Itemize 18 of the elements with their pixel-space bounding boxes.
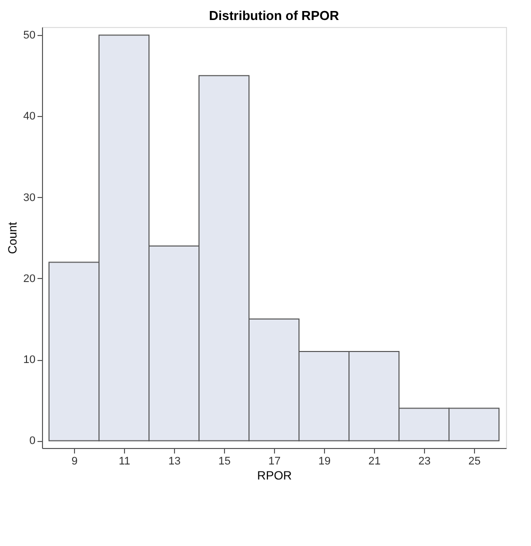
- x-tick-label: 23: [418, 456, 431, 468]
- y-tick-label: 30: [23, 192, 36, 204]
- x-tick-label: 19: [318, 456, 331, 468]
- x-tick-label: 21: [368, 456, 381, 468]
- chart-title: Distribution of RPOR: [209, 8, 340, 23]
- x-tick-label: 13: [168, 456, 181, 468]
- x-tick-label: 15: [218, 456, 231, 468]
- x-axis-title: RPOR: [257, 468, 292, 482]
- y-tick-label: 0: [29, 435, 36, 448]
- x-tick-label: 11: [118, 456, 130, 468]
- y-tick-label: 10: [23, 354, 36, 366]
- x-tick-label: 25: [468, 456, 481, 468]
- x-tick-label: 9: [71, 456, 78, 468]
- x-tick-label: 17: [268, 456, 281, 468]
- y-tick-label: 50: [23, 30, 36, 42]
- y-axis-title: Count: [5, 221, 20, 254]
- y-tick-label: 20: [23, 272, 36, 285]
- y-tick-label: 40: [23, 110, 36, 123]
